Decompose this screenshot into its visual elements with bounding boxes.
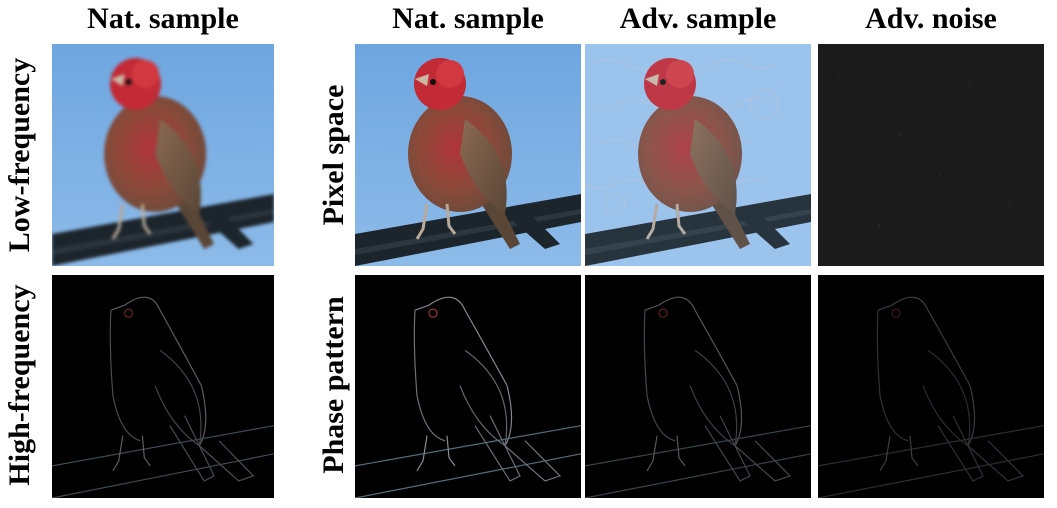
phase-pattern-noise-panel: [818, 275, 1044, 498]
pixel-space-adversarial-panel: [585, 44, 811, 266]
phase-pattern-natural-panel: [355, 275, 581, 498]
row-title-phase-pattern: Phase pattern: [317, 296, 350, 474]
column-title-noise: Adv. noise: [865, 2, 997, 35]
high-frequency-panel: [52, 275, 274, 498]
row-title-high-frequency: High-frequency: [3, 284, 36, 486]
adversarial-noise-panel: [818, 44, 1044, 266]
row-title-pixel-space: Pixel space: [317, 84, 350, 226]
column-title-nat-left: Nat. sample: [87, 2, 239, 35]
row-title-low-frequency: Low-frequency: [3, 57, 36, 253]
column-title-adv: Adv. sample: [619, 2, 777, 35]
pixel-space-natural-panel: [355, 44, 581, 266]
phase-pattern-adversarial-panel: [585, 275, 811, 498]
column-title-nat: Nat. sample: [392, 2, 544, 35]
low-frequency-panel: [52, 44, 274, 266]
